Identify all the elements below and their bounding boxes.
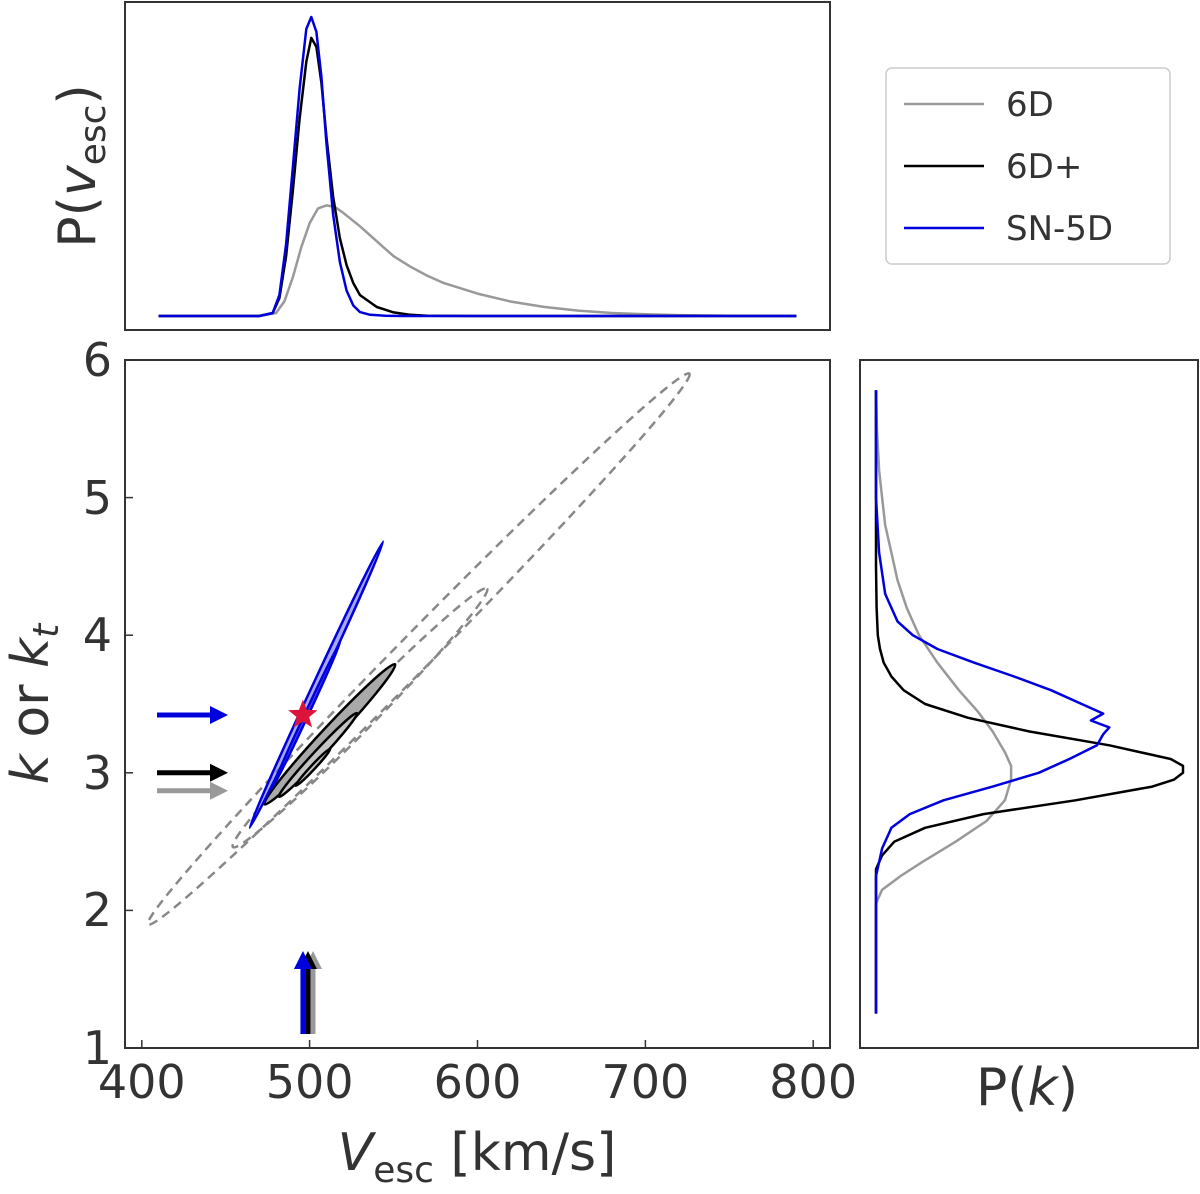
x-ticklabel-700: 700 bbox=[601, 1055, 689, 1109]
reference-arrows bbox=[157, 706, 322, 1034]
k-curve-6d-plus bbox=[874, 390, 1185, 1014]
k-curve-sn-5d bbox=[874, 390, 1111, 1014]
main-x-ticks: 400 500 600 700 800 bbox=[98, 1040, 857, 1109]
legend-label-6d-plus: 6D+ bbox=[1006, 147, 1082, 187]
k-arrow-head-sn-5d bbox=[210, 706, 228, 725]
right-panel-frame bbox=[859, 359, 1199, 1049]
legend-label-6d: 6D bbox=[1006, 85, 1054, 125]
k-marginal-curves bbox=[874, 390, 1185, 1014]
contour-sn-5d-1 bbox=[248, 540, 385, 829]
right-marginal-panel: P(k) bbox=[859, 359, 1199, 1118]
k-curve-6d bbox=[874, 390, 1013, 1014]
main-y-ticks: 1 2 3 4 5 6 bbox=[83, 333, 133, 1075]
top-panel-frame bbox=[124, 1, 831, 331]
main-panel-frame bbox=[124, 359, 831, 1049]
vesc-curve-sn-5d bbox=[158, 15, 797, 318]
y-ticklabel-3: 3 bbox=[83, 746, 112, 800]
main-ylabel: k or kt bbox=[1, 622, 67, 785]
y-ticklabel-6: 6 bbox=[83, 333, 112, 387]
contour-6d-2 bbox=[231, 586, 489, 849]
y-ticklabel-1: 1 bbox=[83, 1021, 112, 1075]
vesc-curve-6d-plus bbox=[158, 36, 797, 318]
x-ticklabel-600: 600 bbox=[434, 1055, 522, 1109]
v-arrow-head-sn-5d bbox=[293, 951, 312, 969]
vesc-curve-6d bbox=[158, 204, 797, 318]
x-ticklabel-400: 400 bbox=[98, 1055, 186, 1109]
k-arrow-head-6d-plus bbox=[210, 763, 228, 782]
contour-6d-1 bbox=[146, 372, 691, 926]
top-ylabel: P(vesc) bbox=[48, 84, 114, 247]
legend-label-sn-5d: SN-5D bbox=[1006, 209, 1113, 249]
top-marginal-panel: P(vesc) bbox=[48, 1, 831, 331]
x-ticklabel-500: 500 bbox=[266, 1055, 354, 1109]
main-joint-panel: 400 500 600 700 800 1 2 3 4 5 6 Vesc [km… bbox=[1, 333, 857, 1191]
vesc-marginal-curves bbox=[158, 15, 797, 318]
true-value-star bbox=[288, 699, 318, 728]
x-ticklabel-800: 800 bbox=[769, 1055, 857, 1109]
legend: 6D 6D+ SN-5D bbox=[885, 67, 1171, 265]
legend-box bbox=[885, 67, 1171, 265]
joint-contours bbox=[146, 372, 691, 926]
contour-6d-plus-3 bbox=[294, 747, 332, 788]
k-arrow-head-6d bbox=[210, 781, 228, 800]
y-ticklabel-2: 2 bbox=[83, 883, 112, 937]
y-ticklabel-4: 4 bbox=[83, 608, 112, 662]
star-marker bbox=[288, 699, 318, 728]
right-xlabel: P(k) bbox=[976, 1058, 1078, 1118]
main-xlabel: Vesc [km/s] bbox=[338, 1123, 617, 1191]
y-ticklabel-5: 5 bbox=[83, 471, 112, 525]
